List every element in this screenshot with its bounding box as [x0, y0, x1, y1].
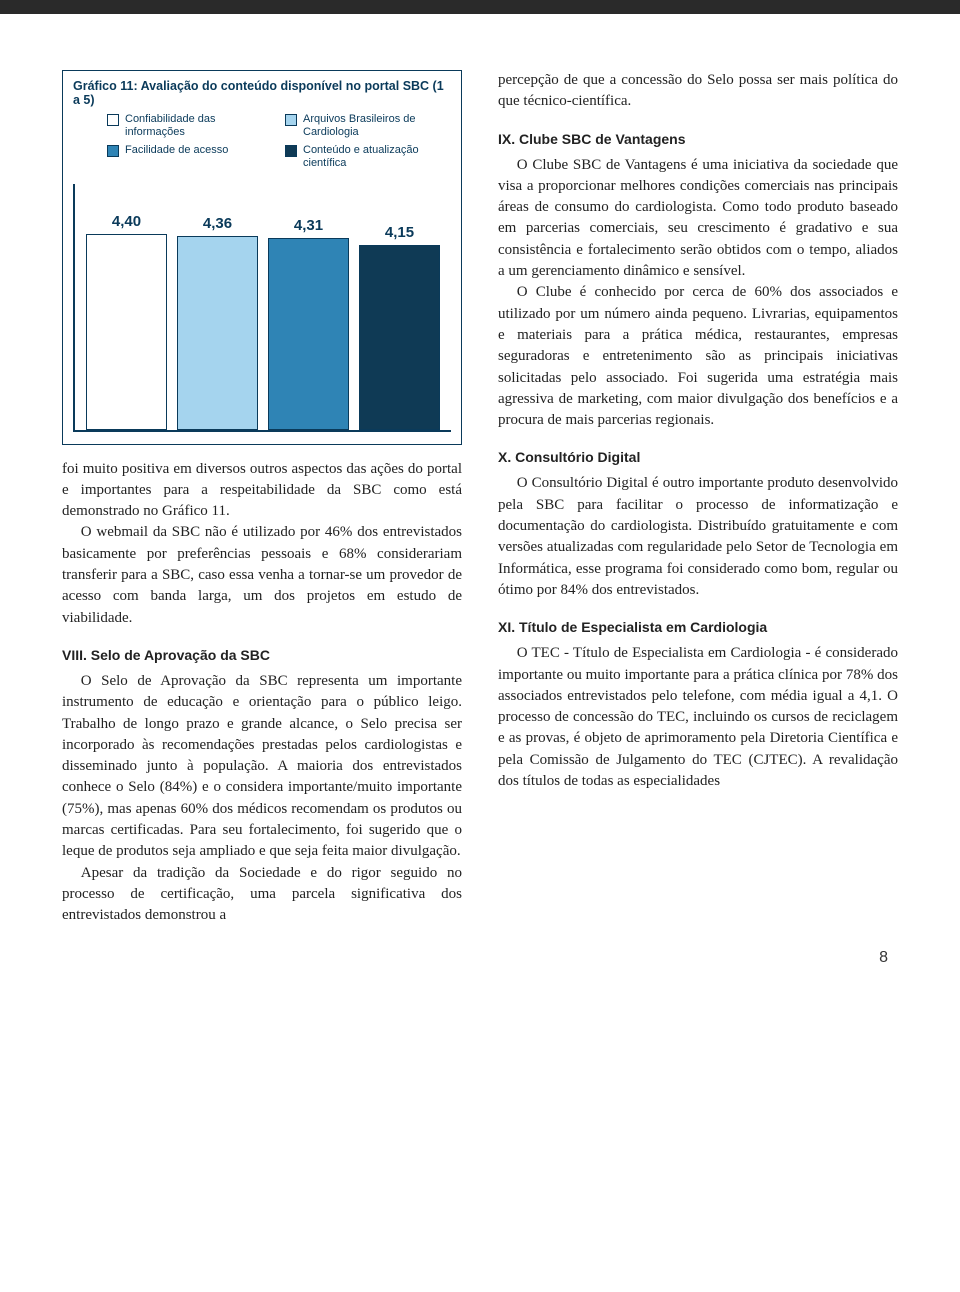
- legend-label: Conteúdo e atualização científica: [303, 144, 451, 169]
- paragraph: O Consultório Digital é outro importante…: [498, 473, 898, 601]
- legend-item: Confiabilidade das informações: [107, 113, 273, 138]
- left-column: Gráfico 11: Avaliação do conteúdo dispon…: [62, 70, 462, 927]
- legend-label: Facilidade de acesso: [125, 144, 228, 157]
- heading-xi: XI. Título de Especialista em Cardiologi…: [498, 619, 898, 635]
- bar-value-label: 4,15: [385, 224, 414, 241]
- chart-legend: Confiabilidade das informações Arquivos B…: [107, 113, 451, 170]
- page-content: Gráfico 11: Avaliação do conteúdo dispon…: [0, 14, 960, 1007]
- paragraph: O webmail da SBC não é utilizado por 46%…: [62, 522, 462, 628]
- legend-label: Confiabilidade das informações: [125, 113, 273, 138]
- paragraph: O Clube é conhecido por cerca de 60% dos…: [498, 282, 898, 431]
- chart-box: Gráfico 11: Avaliação do conteúdo dispon…: [62, 70, 462, 445]
- paragraph: percepção de que a concessão do Selo pos…: [498, 70, 898, 113]
- legend-item: Arquivos Brasileiros de Cardiologia: [285, 113, 451, 138]
- legend-swatch: [285, 114, 297, 126]
- legend-item: Conteúdo e atualização científica: [285, 144, 451, 169]
- paragraph: O Selo de Aprovação da SBC representa um…: [62, 671, 462, 863]
- bar-value-label: 4,40: [112, 213, 141, 230]
- bar: 4,15: [359, 224, 439, 429]
- bar: 4,31: [268, 217, 348, 429]
- legend-label: Arquivos Brasileiros de Cardiologia: [303, 113, 451, 138]
- legend-swatch: [285, 145, 297, 157]
- legend-swatch: [107, 145, 119, 157]
- heading-viii: VIII. Selo de Aprovação da SBC: [62, 647, 462, 663]
- bar-value-label: 4,36: [203, 215, 232, 232]
- bar: 4,40: [86, 213, 166, 429]
- paragraph: Apesar da tradição da Sociedade e do rig…: [62, 863, 462, 927]
- chart-area: 4,40 4,36 4,31 4,15: [73, 184, 451, 432]
- legend-swatch: [107, 114, 119, 126]
- bar-rect: [359, 245, 439, 429]
- bar-rect: [177, 236, 257, 430]
- legend-item: Facilidade de acesso: [107, 144, 273, 169]
- paragraph: O Clube SBC de Vantagens é uma iniciativ…: [498, 155, 898, 283]
- bar: 4,36: [177, 215, 257, 430]
- bar-rect: [268, 238, 348, 429]
- bar-rect: [86, 234, 166, 429]
- page-number: 8: [62, 949, 898, 967]
- paragraph: O TEC - Título de Especialista em Cardio…: [498, 643, 898, 792]
- bar-value-label: 4,31: [294, 217, 323, 234]
- right-column: percepção de que a concessão do Selo pos…: [498, 70, 898, 927]
- top-bar: [0, 0, 960, 14]
- heading-ix: IX. Clube SBC de Vantagens: [498, 131, 898, 147]
- paragraph: foi muito positiva em diversos outros as…: [62, 459, 462, 523]
- heading-x: X. Consultório Digital: [498, 449, 898, 465]
- chart-title: Gráfico 11: Avaliação do conteúdo dispon…: [73, 79, 451, 107]
